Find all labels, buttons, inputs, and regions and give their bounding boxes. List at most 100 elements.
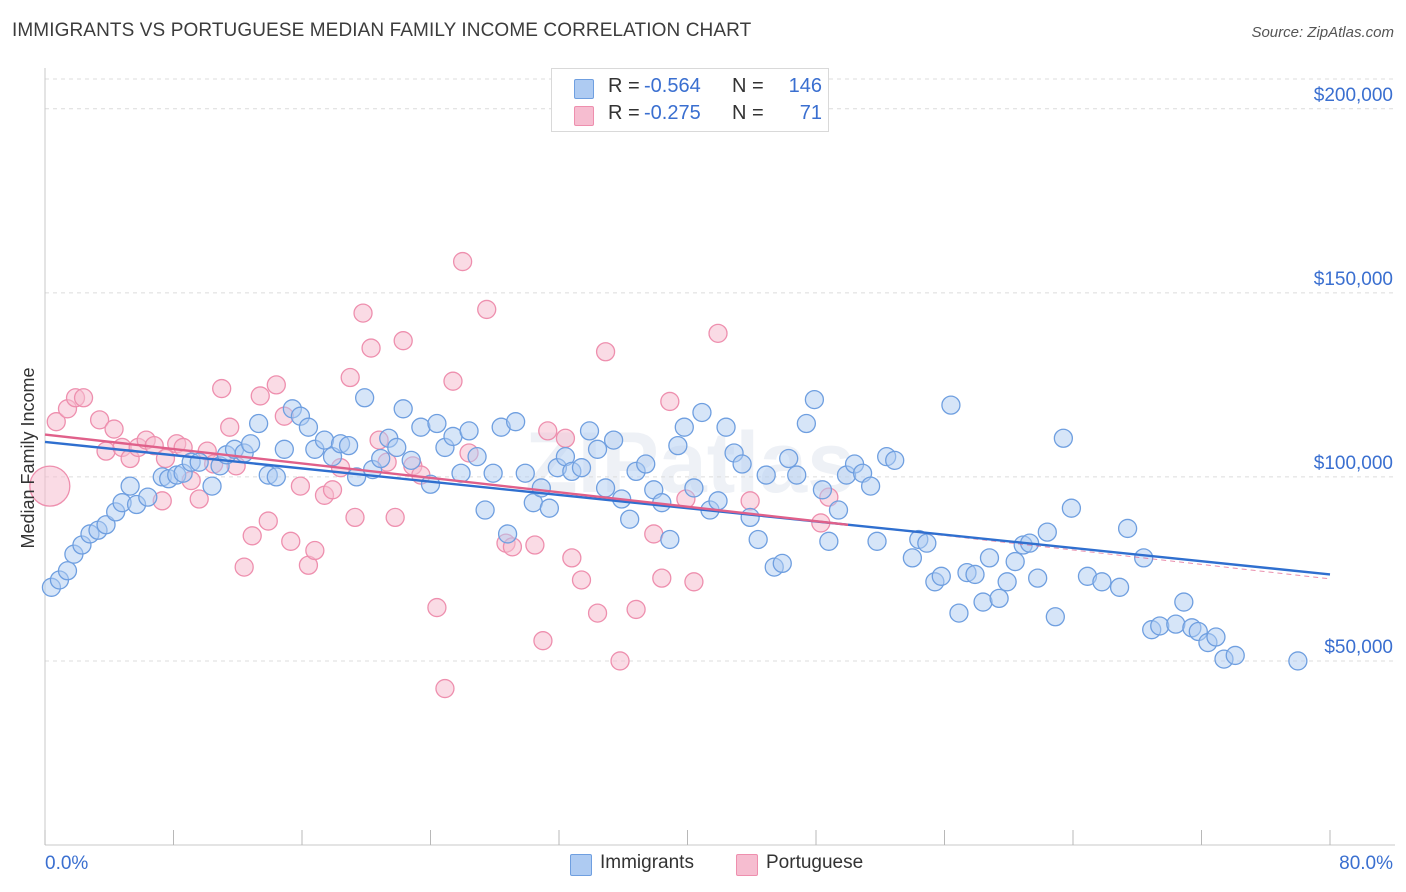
immigrants-point [298, 417, 319, 437]
immigrants-point [427, 413, 447, 434]
immigrants-point [571, 458, 592, 478]
portuguese-point [353, 303, 373, 323]
legend-r-label: R = [608, 75, 640, 97]
immigrants-point [732, 454, 752, 474]
immigrants-point [1288, 651, 1308, 671]
immigrants-swatch [574, 79, 594, 99]
immigrants-swatch [570, 854, 592, 876]
immigrants-point [248, 413, 269, 434]
immigrants-point [804, 389, 825, 410]
immigrants-point [138, 487, 158, 507]
immigrants-point [595, 478, 616, 498]
immigrants-point [189, 452, 209, 472]
legend-label-portuguese: Portuguese [766, 852, 864, 873]
immigrants-point [475, 500, 495, 520]
portuguese-point [533, 631, 553, 651]
portuguese-point [46, 412, 66, 432]
immigrants-point [497, 524, 518, 544]
immigrants-point [1225, 645, 1245, 666]
immigrants-point [539, 498, 560, 518]
immigrants-point [867, 531, 887, 551]
immigrants-point [989, 588, 1009, 609]
portuguese-point [660, 391, 680, 412]
portuguese-point [555, 428, 576, 448]
immigrants-point [393, 399, 413, 419]
portuguese-point [587, 603, 608, 623]
portuguese-point [290, 476, 311, 496]
portuguese-point [266, 375, 286, 395]
portuguese-point [322, 480, 343, 500]
portuguese-point [538, 421, 558, 441]
x-tick-label-max: 80.0% [1339, 853, 1393, 874]
x-tick-label-min: 0.0% [45, 853, 88, 874]
chart-title: IMMIGRANTS VS PORTUGUESE MEDIAN FAMILY I… [12, 20, 752, 41]
immigrants-point [515, 463, 535, 483]
legend-label-immigrants: Immigrants [600, 852, 694, 873]
immigrants-point [668, 435, 688, 456]
portuguese-point [89, 410, 110, 430]
immigrants-point [748, 529, 768, 550]
immigrants-point [660, 529, 680, 550]
immigrants-point [1028, 568, 1048, 588]
legend-r-value: -0.564 [644, 75, 701, 97]
portuguese-point [626, 599, 646, 620]
immigrants-point [266, 467, 286, 487]
portuguese-point [345, 507, 365, 528]
immigrants-point [603, 430, 624, 450]
axes [44, 68, 1395, 846]
immigrants-point [505, 412, 526, 432]
legend-r-label: R = [608, 102, 640, 124]
immigrants-point [483, 463, 503, 483]
immigrants-point [1117, 518, 1138, 539]
immigrants-point [1206, 627, 1226, 647]
legend-n-value: 146 [788, 75, 822, 97]
immigrants-point [708, 491, 728, 511]
immigrants-point [860, 476, 881, 496]
portuguese-point [155, 448, 176, 469]
immigrants-point [1037, 522, 1057, 542]
immigrants-point [57, 561, 78, 581]
immigrants-point [931, 566, 951, 586]
portuguese-point [652, 568, 672, 588]
y-tick-label: $200,000 [1314, 85, 1393, 106]
immigrants-trend-line [44, 440, 1331, 576]
immigrants-point [1166, 614, 1186, 634]
immigrants-point [96, 515, 116, 535]
immigrants-point [620, 509, 640, 529]
portuguese-point [361, 338, 381, 358]
immigrants-point [387, 437, 407, 458]
portuguese-point [104, 419, 124, 439]
immigrants-point [371, 448, 391, 469]
immigrants-point [787, 465, 807, 485]
chart-source: Source: ZipAtlas.com [1251, 24, 1394, 41]
immigrants-point [579, 421, 600, 441]
portuguese-point [435, 678, 455, 699]
portuguese-point [562, 548, 582, 568]
immigrants-point [1053, 428, 1074, 448]
immigrants-points [41, 388, 1308, 671]
portuguese-point [452, 251, 473, 272]
portuguese-point [258, 511, 278, 531]
portuguese-point [385, 507, 405, 528]
immigrants-point [314, 430, 335, 450]
immigrants-point [902, 548, 923, 568]
portuguese-point [644, 524, 664, 544]
portuguese-point [443, 371, 463, 391]
legend-n-value: 71 [799, 102, 822, 124]
immigrants-point [1045, 607, 1065, 627]
immigrants-point [973, 592, 993, 612]
immigrants-point [1005, 551, 1025, 572]
legend-n-label: N = [732, 102, 764, 124]
portuguese-point [595, 342, 616, 362]
immigrants-point [354, 388, 375, 408]
portuguese-point [340, 367, 360, 388]
immigrants-point [202, 476, 222, 496]
immigrants-point [997, 572, 1017, 592]
immigrants-point [1092, 572, 1112, 592]
legend-r-value: -0.275 [644, 102, 701, 124]
correlation-legend: R = -0.564 N = 146 R = -0.275 N = 71 [551, 68, 829, 132]
immigrants-point [459, 421, 479, 441]
immigrants-point [674, 417, 694, 437]
portuguese-point [477, 299, 497, 320]
portuguese-point [281, 531, 301, 551]
